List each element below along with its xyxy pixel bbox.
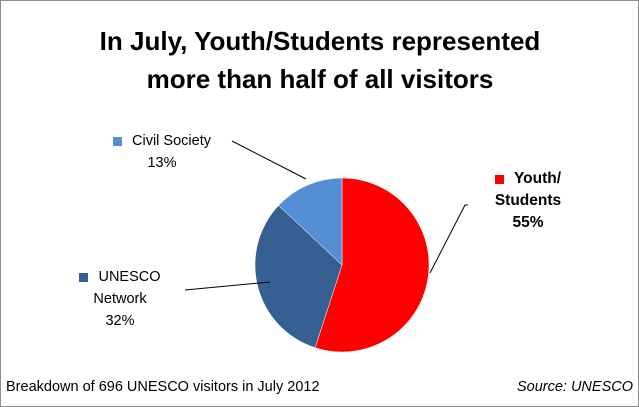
label-civil-society-value: 13% bbox=[147, 155, 177, 171]
pie-slice-civil-society bbox=[278, 177, 343, 266]
chart-title: In July, Youth/Students represented more… bbox=[20, 22, 620, 98]
pie-slice-youth-students bbox=[314, 177, 430, 353]
data-label-youth-students: Youth/ Students 55% bbox=[458, 168, 598, 234]
pie-slice-unesco-network bbox=[254, 205, 343, 349]
data-label-civil-society: Civil Society 13% bbox=[92, 130, 232, 174]
label-youth-students-line-1: Youth/ bbox=[513, 170, 562, 187]
data-label-unesco-network: UNESCO Network 32% bbox=[60, 266, 180, 332]
footer-source: Source: UNESCO bbox=[516, 379, 633, 395]
label-youth-students-line-2: Students bbox=[494, 192, 562, 209]
legend-swatch-youth-students bbox=[494, 174, 504, 184]
label-unesco-network-value: 32% bbox=[105, 313, 135, 329]
label-unesco-network-line-2: Network bbox=[93, 291, 147, 307]
label-unesco-network-line-1: UNESCO bbox=[98, 269, 161, 285]
label-youth-students-value: 55% bbox=[512, 214, 544, 231]
leader-line-youth-students bbox=[429, 204, 468, 274]
chart-title-line-1: In July, Youth/Students represented bbox=[99, 26, 541, 56]
label-civil-society-line-1: Civil Society bbox=[132, 133, 211, 149]
footer-note: Breakdown of 696 UNESCO visitors in July… bbox=[6, 379, 320, 395]
leader-line-unesco-network bbox=[184, 281, 271, 291]
leader-line-civil-society bbox=[231, 140, 307, 180]
legend-swatch-civil-society bbox=[113, 136, 123, 146]
legend-swatch-unesco-network bbox=[79, 272, 89, 282]
chart-title-line-2: more than half of all visitors bbox=[146, 64, 494, 94]
